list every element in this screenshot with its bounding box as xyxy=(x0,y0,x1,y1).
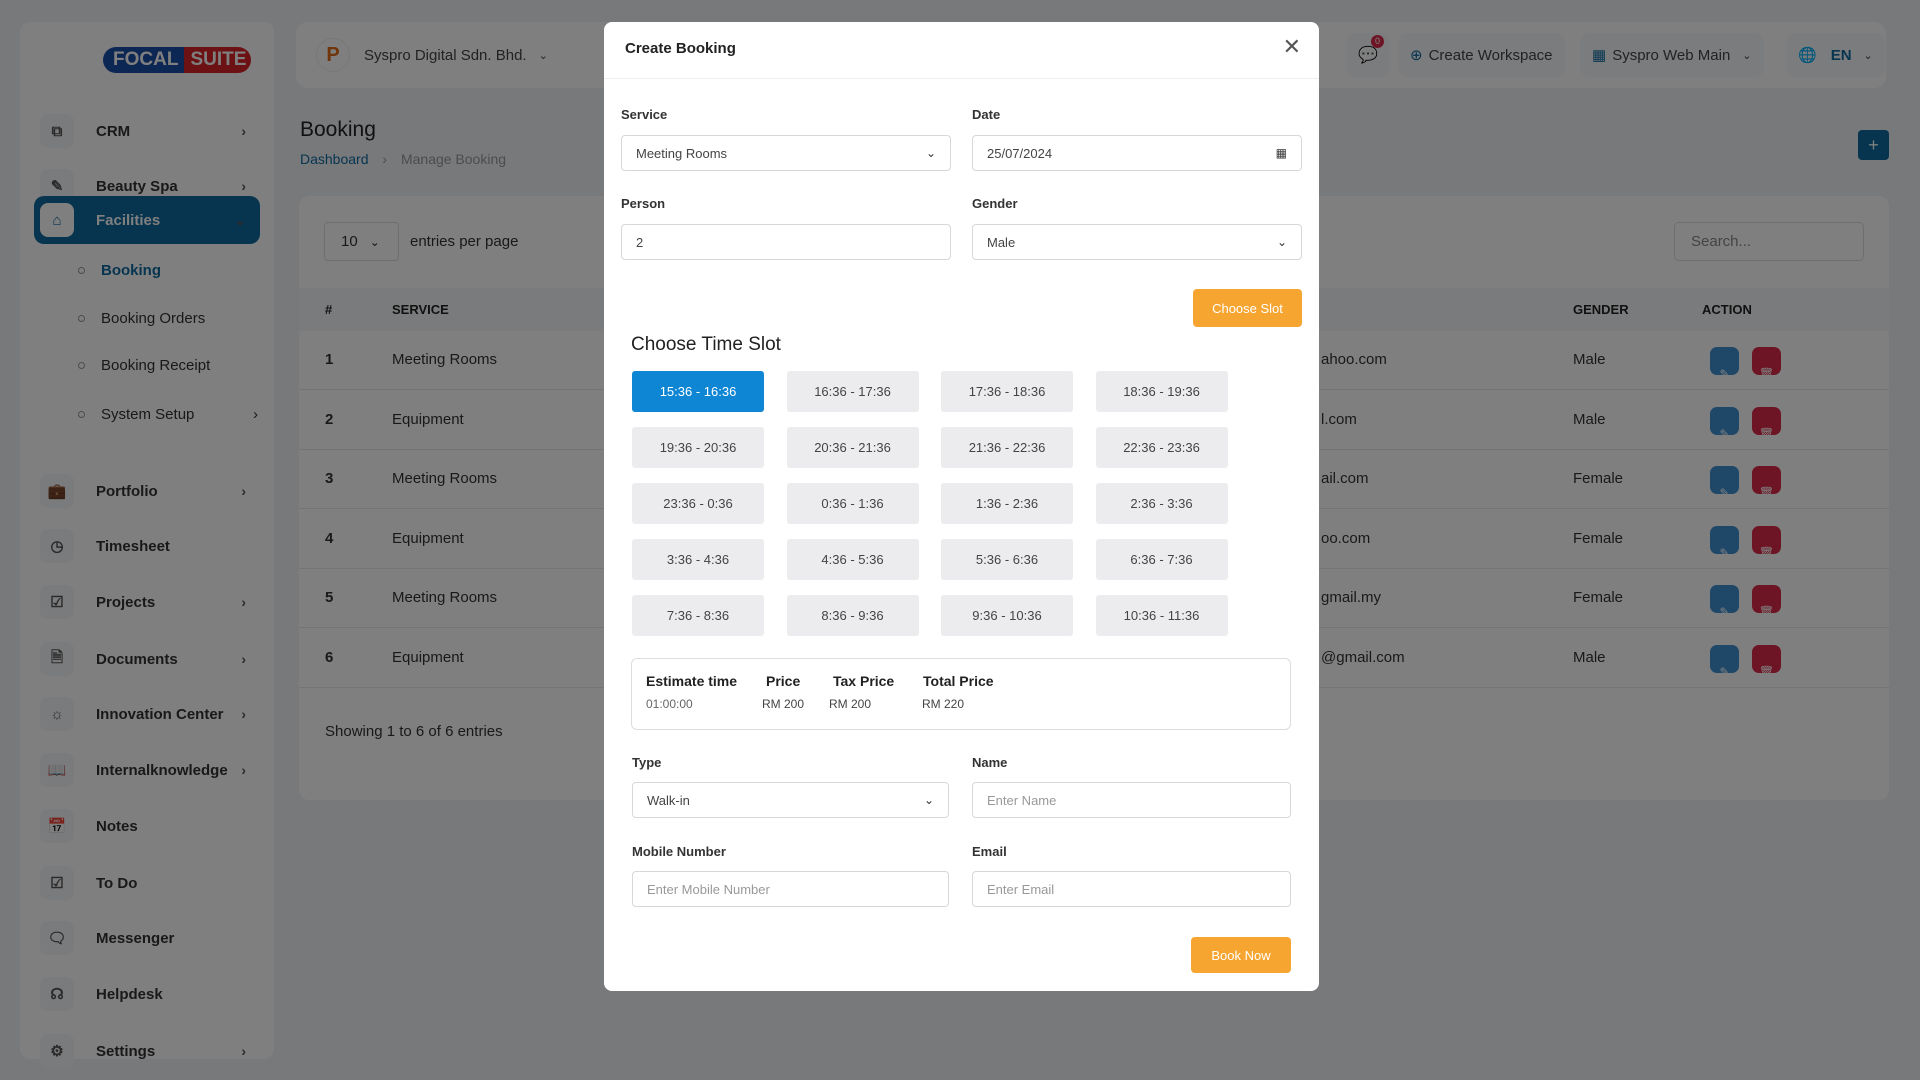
chevron-down-icon: ⌄ xyxy=(923,793,934,807)
total-value: RM 220 xyxy=(922,697,965,711)
date-label: Date xyxy=(972,107,1001,122)
time-slot-button[interactable]: 16:36 - 17:36 xyxy=(786,371,919,412)
time-slot-button[interactable]: 6:36 - 7:36 xyxy=(1095,539,1228,580)
tax-value: RM 200 xyxy=(829,697,872,711)
total-label: Total Price xyxy=(923,673,994,689)
name-label: Name xyxy=(972,755,1008,770)
time-slot-button[interactable]: 5:36 - 6:36 xyxy=(941,539,1073,580)
choose-slot-button[interactable]: Choose Slot xyxy=(1193,289,1302,327)
type-value: Walk-in xyxy=(647,792,690,808)
date-input[interactable]: 25/07/2024 ▦ xyxy=(972,135,1302,171)
type-label: Type xyxy=(632,755,662,770)
service-value: Meeting Rooms xyxy=(636,145,728,161)
time-slot-button[interactable]: 18:36 - 19:36 xyxy=(1095,371,1228,412)
email-label: Email xyxy=(972,844,1007,859)
service-label: Service xyxy=(621,107,668,122)
price-value: RM 200 xyxy=(762,697,805,711)
time-slot-button[interactable]: 1:36 - 2:36 xyxy=(941,483,1073,524)
price-summary: Estimate time 01:00:00 Price RM 200 Tax … xyxy=(631,658,1291,730)
person-label: Person xyxy=(621,196,666,211)
time-slot-button[interactable]: 20:36 - 21:36 xyxy=(786,427,919,468)
mobile-label: Mobile Number xyxy=(632,844,726,859)
time-slot-button[interactable]: 8:36 - 9:36 xyxy=(786,595,919,636)
email-input[interactable]: Enter Email xyxy=(972,871,1291,907)
gender-value: Male xyxy=(987,234,1016,250)
time-slot-button[interactable]: 7:36 - 8:36 xyxy=(632,595,764,636)
calendar-icon[interactable]: ▦ xyxy=(1275,146,1287,160)
divider xyxy=(604,78,1319,79)
person-value: 2 xyxy=(636,234,644,250)
gender-label: Gender xyxy=(972,196,1018,211)
time-slot-button[interactable]: 19:36 - 20:36 xyxy=(632,427,764,468)
time-slot-heading: Choose Time Slot xyxy=(631,334,781,355)
chevron-down-icon: ⌄ xyxy=(1276,235,1287,249)
date-value: 25/07/2024 xyxy=(987,145,1053,161)
modal-title: Create Booking xyxy=(625,40,736,57)
service-select[interactable]: Meeting Rooms ⌄ xyxy=(621,135,951,171)
chevron-down-icon: ⌄ xyxy=(925,146,936,160)
create-booking-modal: Create Booking ✕ Service Meeting Rooms ⌄ … xyxy=(604,22,1319,991)
time-slot-button[interactable]: 3:36 - 4:36 xyxy=(632,539,764,580)
book-now-button[interactable]: Book Now xyxy=(1191,937,1291,973)
time-slot-button[interactable]: 4:36 - 5:36 xyxy=(786,539,919,580)
close-icon[interactable]: ✕ xyxy=(1282,34,1301,59)
time-slot-button[interactable]: 9:36 - 10:36 xyxy=(941,595,1073,636)
time-slot-button[interactable]: 10:36 - 11:36 xyxy=(1095,595,1228,636)
time-slot-button[interactable]: 17:36 - 18:36 xyxy=(941,371,1073,412)
price-label: Price xyxy=(766,673,801,689)
estimate-label: Estimate time xyxy=(646,673,738,689)
gender-select[interactable]: Male ⌄ xyxy=(972,224,1302,260)
tax-label: Tax Price xyxy=(833,673,895,689)
time-slot-button[interactable]: 15:36 - 16:36 xyxy=(632,371,764,412)
type-select[interactable]: Walk-in ⌄ xyxy=(632,782,949,818)
person-input[interactable]: 2 xyxy=(621,224,951,260)
time-slot-button[interactable]: 21:36 - 22:36 xyxy=(941,427,1073,468)
time-slot-button[interactable]: 23:36 - 0:36 xyxy=(632,483,764,524)
time-slot-button[interactable]: 0:36 - 1:36 xyxy=(786,483,919,524)
mobile-input[interactable]: Enter Mobile Number xyxy=(632,871,949,907)
name-input[interactable]: Enter Name xyxy=(972,782,1291,818)
time-slot-button[interactable]: 22:36 - 23:36 xyxy=(1095,427,1228,468)
estimate-value: 01:00:00 xyxy=(646,697,693,711)
time-slot-button[interactable]: 2:36 - 3:36 xyxy=(1095,483,1228,524)
